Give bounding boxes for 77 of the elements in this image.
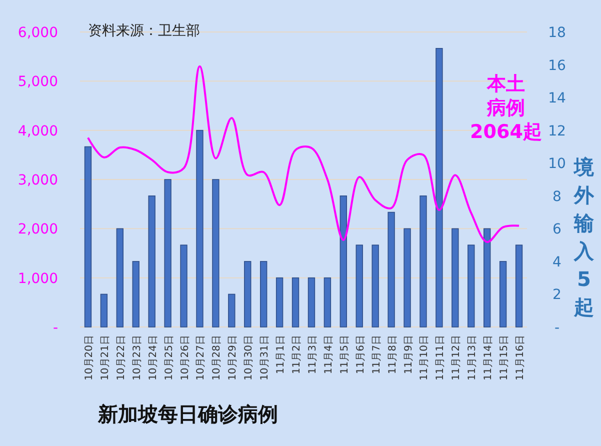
x-tick-label: 11月8日 — [387, 335, 398, 374]
x-tick-label: 10月29日 — [228, 335, 239, 380]
y2-tick-label: - — [554, 320, 560, 336]
bar — [276, 277, 284, 328]
bar — [116, 228, 124, 328]
x-tick-label: 10月30日 — [244, 335, 255, 380]
x-tick-label: 11月15日 — [499, 335, 510, 380]
x-tick-label: 11月16日 — [515, 335, 526, 380]
x-tick-label: 10月24日 — [148, 335, 159, 380]
x-tick-label: 11月7日 — [371, 335, 382, 374]
bar — [180, 244, 188, 328]
bar — [132, 261, 140, 328]
x-tick-label: 11月2日 — [292, 335, 303, 374]
y2-tick-label: 18 — [548, 25, 566, 41]
bar — [212, 179, 220, 328]
bar — [515, 244, 523, 328]
bar — [308, 277, 316, 328]
x-tick-label: 10月20日 — [84, 335, 95, 380]
x-tick-label: 11月1日 — [276, 335, 287, 374]
bar — [84, 146, 92, 328]
bar — [420, 195, 427, 328]
bar — [483, 228, 491, 328]
bar — [260, 261, 268, 328]
x-tick-label: 10月26日 — [180, 335, 191, 380]
x-tick-label: 11月13日 — [467, 335, 478, 380]
y-tick-label: 2,000 — [18, 222, 58, 238]
x-tick-label: 10月25日 — [164, 335, 175, 380]
x-tick-label: 10月31日 — [260, 335, 271, 380]
y-tick-label: 1,000 — [18, 270, 58, 287]
bar — [340, 195, 348, 328]
x-tick-label: 10月21日 — [100, 335, 111, 380]
x-tick-label: 10月22日 — [116, 335, 127, 380]
x-tick-label: 10月23日 — [132, 335, 143, 380]
x-tick-label: 11月9日 — [403, 335, 414, 374]
bar — [452, 228, 459, 328]
bar — [100, 294, 108, 328]
annotation: 资料来源：卫生部 — [88, 23, 200, 39]
bar — [404, 228, 411, 328]
bar — [468, 244, 475, 328]
x-tick-label: 11月3日 — [307, 335, 318, 374]
bar — [244, 261, 252, 328]
y2-tick-label: 2 — [552, 287, 562, 304]
x-tick-label: 11月12日 — [451, 335, 462, 380]
y-tick-label: 3,000 — [18, 172, 58, 188]
y2-tick-label: 8 — [552, 188, 562, 205]
bar — [292, 277, 300, 328]
bar — [356, 244, 363, 328]
bar — [148, 195, 156, 328]
bar — [372, 244, 379, 328]
y2-tick-label: 14 — [548, 90, 566, 107]
bar — [228, 294, 236, 328]
bar — [164, 179, 172, 328]
x-tick-label: 11月4日 — [323, 335, 334, 374]
y2-tick-label: 4 — [552, 254, 562, 270]
x-tick-label: 11月14日 — [483, 335, 494, 380]
y2-tick-label: 10 — [548, 156, 566, 172]
x-tick-label: 10月28日 — [212, 335, 223, 380]
series-label: 本土病例2064起 — [470, 73, 542, 143]
bar — [499, 261, 507, 328]
x-tick-label: 11月5日 — [339, 335, 350, 374]
bar — [436, 48, 443, 328]
y-tick-label: 6,000 — [18, 25, 58, 41]
y2-tick-label: 12 — [548, 123, 566, 140]
y-tick-label: - — [52, 320, 58, 336]
y-tick-label: 4,000 — [18, 123, 58, 140]
x-tick-label: 11月6日 — [355, 335, 366, 374]
y-tick-label: 5,000 — [18, 74, 58, 90]
bar — [324, 277, 332, 328]
bar — [196, 130, 204, 328]
x-tick-label: 10月27日 — [196, 335, 207, 380]
x-tick-label: 11月10日 — [419, 335, 430, 380]
x-tick-label: 11月11日 — [435, 335, 446, 380]
text: 新加坡每日确诊病例 — [97, 402, 278, 426]
y2-axis-title: 境外输入5起 — [573, 155, 595, 319]
y2-tick-label: 16 — [548, 58, 566, 74]
bar — [388, 212, 395, 328]
y2-tick-label: 6 — [552, 222, 562, 238]
